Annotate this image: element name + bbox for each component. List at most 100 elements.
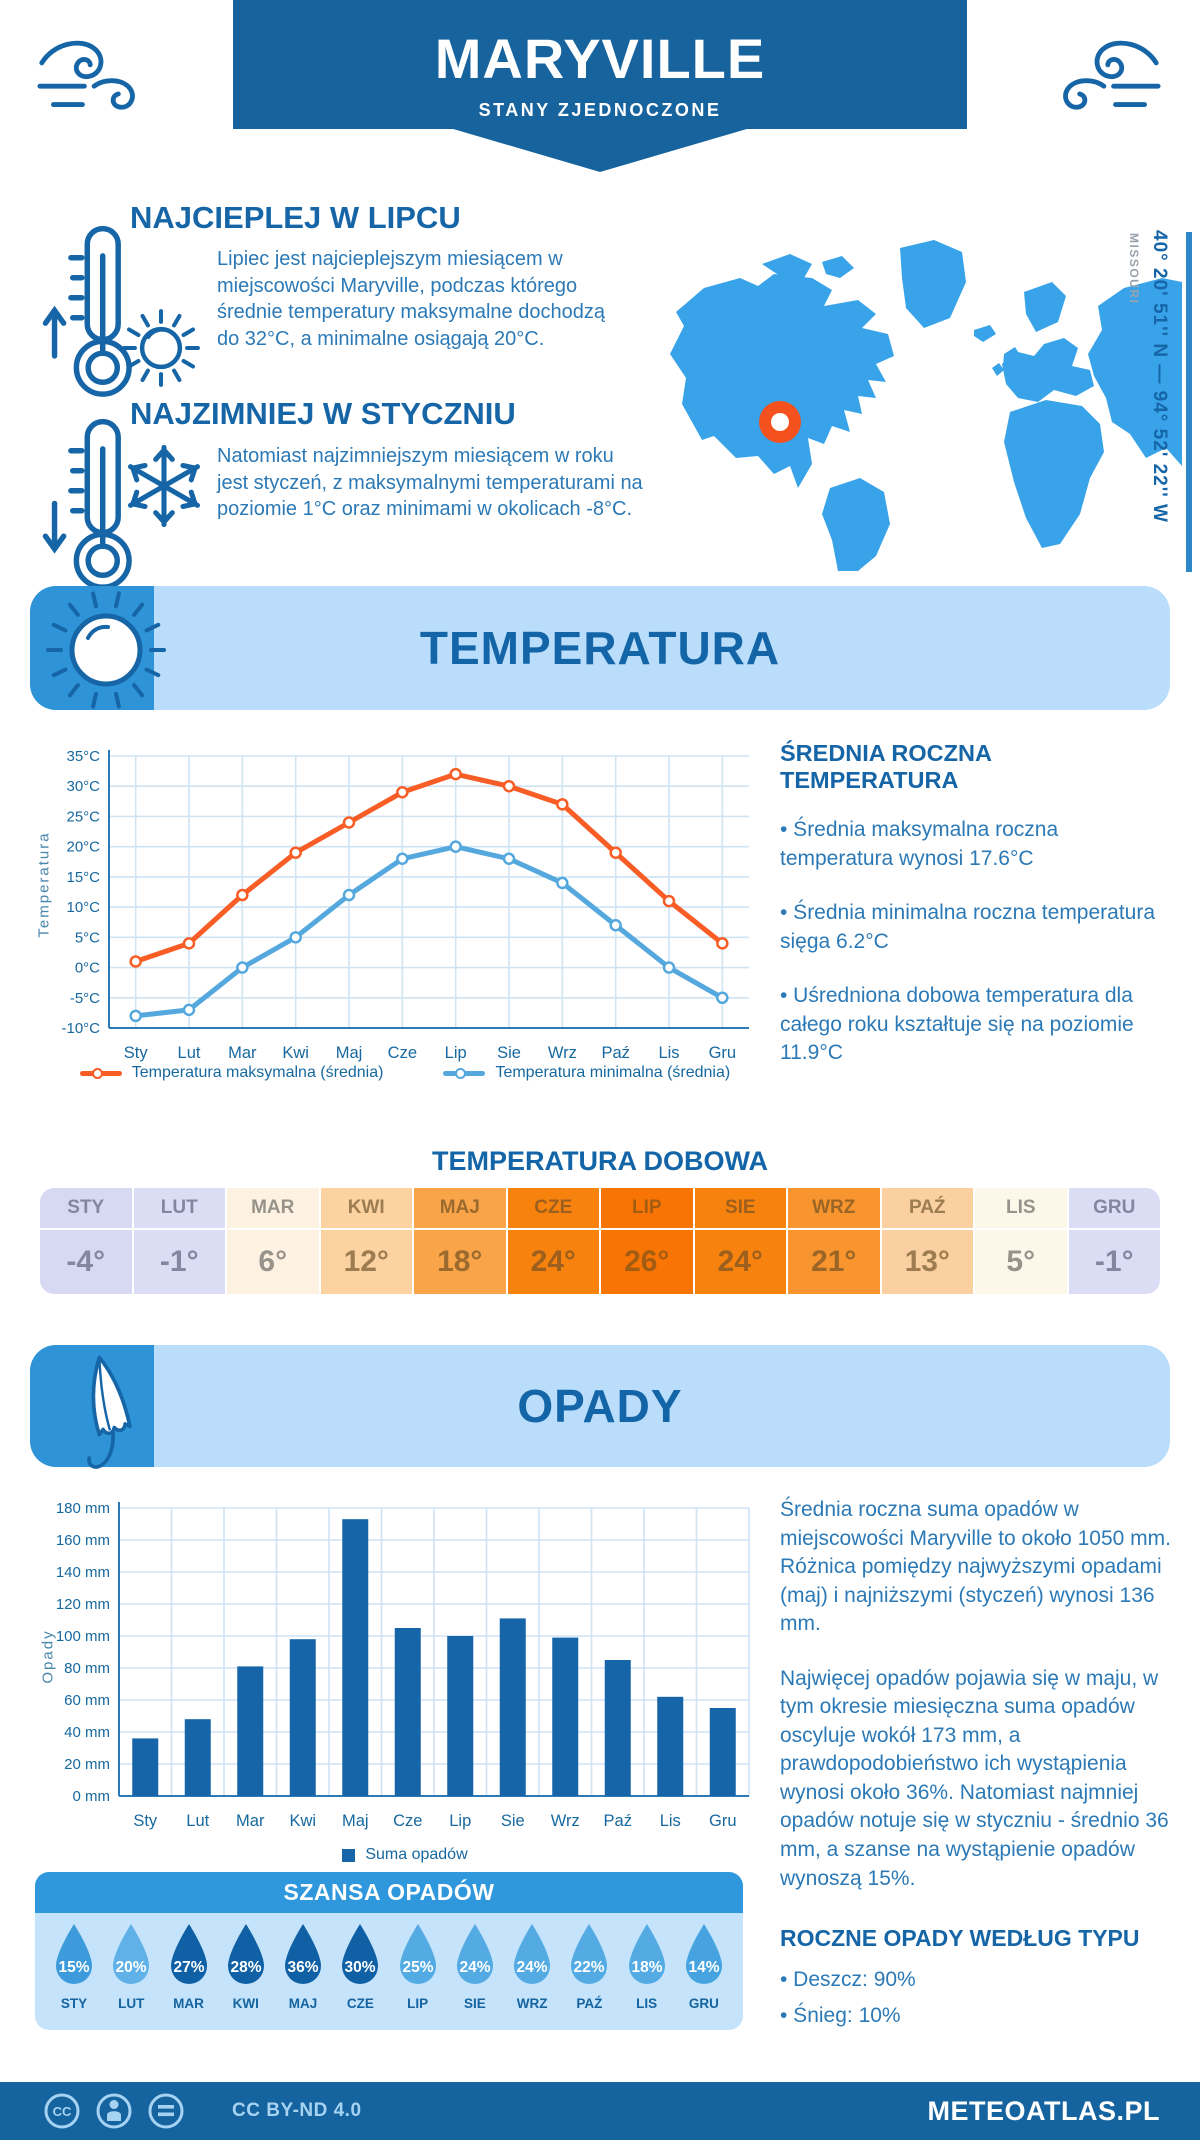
- chance-drop-item: 24% SIE: [448, 1922, 502, 2011]
- temperature-stat-bullet: • Średnia minimalna roczna temperatura s…: [780, 901, 1156, 953]
- svg-text:20°C: 20°C: [66, 839, 100, 856]
- license-label: CC BY-ND 4.0: [232, 2100, 362, 2121]
- location-marker: [759, 401, 801, 443]
- temperature-stat-bullet: • Uśredniona dobowa temperatura dla całe…: [780, 984, 1134, 1065]
- daily-cell-month: STY: [40, 1188, 132, 1230]
- svg-text:-10°C: -10°C: [61, 1020, 100, 1037]
- svg-text:25°C: 25°C: [66, 808, 100, 825]
- daily-cell-month: MAJ: [414, 1188, 506, 1230]
- temperature-stats-heading: ŚREDNIA ROCZNA TEMPERATURA: [780, 740, 992, 793]
- map-coordinates: 40° 20' 51'' N — 94° 52' 22'' W: [1149, 230, 1170, 523]
- daily-cell-month: GRU: [1068, 1188, 1160, 1230]
- svg-text:15°C: 15°C: [66, 869, 100, 886]
- sun-banner-icon: [46, 591, 166, 709]
- svg-text:140 mm: 140 mm: [56, 1564, 110, 1581]
- legend-line-swatch: [79, 1067, 122, 1079]
- snowflake-icon: [128, 444, 200, 528]
- svg-text:27%: 27%: [173, 1959, 204, 1976]
- water-drop-icon: 28%: [227, 1924, 264, 1984]
- site-brand: METEOATLAS.PL: [927, 2095, 1160, 2126]
- daily-temperature-cell: SIE 24°: [694, 1188, 786, 1294]
- cold-text: Natomiast najzimniejszym miesiącem w rok…: [217, 445, 643, 521]
- sun-icon: [122, 309, 200, 387]
- svg-text:28%: 28%: [230, 1959, 261, 1976]
- svg-text:Lis: Lis: [658, 1044, 679, 1062]
- daily-cell-month: WRZ: [788, 1188, 880, 1230]
- wind-icon-right: [1063, 40, 1161, 110]
- chance-drop-item: 15% STY: [47, 1922, 101, 2011]
- map-region-label: MISSOURI: [1127, 233, 1141, 305]
- svg-text:0 mm: 0 mm: [73, 1788, 111, 1805]
- chance-drop-month: MAR: [173, 1996, 204, 2011]
- svg-text:0°C: 0°C: [75, 960, 100, 977]
- svg-text:180 mm: 180 mm: [56, 1500, 110, 1517]
- daily-cell-value: 26°: [624, 1245, 670, 1278]
- daily-cell-value: 24°: [530, 1245, 576, 1278]
- svg-text:30%: 30%: [345, 1959, 376, 1976]
- water-drop-icon: 36%: [285, 1924, 322, 1984]
- precipitation-type-rain: • Deszcz: 90%: [780, 1968, 916, 1992]
- thermometer-cold-icon: [42, 418, 132, 590]
- legend-line-swatch: [443, 1067, 486, 1079]
- daily-cell-month: LIP: [601, 1188, 693, 1230]
- precipitation-chart-legend: Suma opadów: [55, 1846, 755, 1864]
- svg-text:100 mm: 100 mm: [56, 1628, 110, 1645]
- svg-text:10°C: 10°C: [66, 899, 100, 916]
- precipitation-bar-chart: 0 mm 20 mm 40 mm 60 mm 80 mm 100 mm 120 mm 140 …: [56, 1500, 750, 1830]
- water-drop-icon: 27%: [170, 1924, 207, 1984]
- water-drop-icon: 24%: [514, 1924, 551, 1984]
- svg-text:Sty: Sty: [133, 1812, 158, 1830]
- umbrella-icon: [87, 1355, 132, 1469]
- chance-drop-item: 25% LIP: [391, 1922, 445, 2011]
- temperature-line-chart: -10°C -5°C 0°C 5°C 10°C 15°C 20°C 25°C 30°C 35°C S…: [61, 748, 749, 1062]
- daily-cell-value: 24°: [717, 1245, 763, 1278]
- water-drop-icon: 18%: [628, 1924, 665, 1984]
- wind-icon-left: [37, 40, 135, 110]
- chance-drop-item: 28% KWI: [219, 1922, 273, 2011]
- temperature-stats: ŚREDNIA ROCZNA TEMPERATURA • Średnia mak…: [780, 740, 1174, 1094]
- legend-item: Temperatura maksymalna (średnia): [79, 1064, 383, 1082]
- svg-text:Gru: Gru: [709, 1812, 737, 1830]
- precipitation-chance-box: SZANSA OPADÓW 15% STY 20% LUT 27% MAR 28% KWI 36…: [35, 1872, 743, 2030]
- precipitation-type-snow: • Śnieg: 10%: [780, 2004, 901, 2028]
- daily-temperature-cell: LUT -1°: [133, 1188, 225, 1294]
- page-title: MARYVILLE: [434, 27, 766, 90]
- svg-text:Sie: Sie: [497, 1044, 521, 1062]
- temperature-banner: TEMPERATURA: [30, 586, 1170, 710]
- daily-temperature-cell: PAŹ 13°: [881, 1188, 973, 1294]
- chance-drop-month: STY: [60, 1996, 88, 2011]
- daily-cell-value: 21°: [811, 1245, 857, 1278]
- water-drop-icon: 20%: [113, 1924, 150, 1984]
- svg-text:Lis: Lis: [660, 1812, 681, 1830]
- daily-cell-month: LUT: [133, 1188, 225, 1230]
- cold-heading: NAJZIMNIEJ W STYCZNIU: [130, 396, 516, 431]
- legend-item: Suma opadów: [342, 1846, 468, 1864]
- svg-text:36%: 36%: [288, 1959, 319, 1976]
- svg-text:-5°C: -5°C: [70, 990, 100, 1007]
- header-ribbon: MARYVILLE STANY ZJEDNOCZONE: [233, 0, 967, 172]
- daily-temperature-cell: STY -4°: [40, 1188, 132, 1294]
- precipitation-chance-title: SZANSA OPADÓW: [35, 1872, 743, 1913]
- daily-temperature-cell: MAJ 18°: [414, 1188, 506, 1294]
- daily-cell-value: 5°: [1006, 1245, 1036, 1278]
- precipitation-text: Średnia roczna suma opadów w miejscowośc…: [780, 1496, 1180, 2040]
- svg-text:Lip: Lip: [449, 1812, 471, 1830]
- daily-cell-value: 6°: [258, 1245, 288, 1278]
- precipitation-section-title: OPADY: [517, 1380, 683, 1432]
- daily-temperature-title: TEMPERATURA DOBOWA: [432, 1146, 768, 1176]
- svg-text:Wrz: Wrz: [551, 1812, 580, 1830]
- svg-text:Maj: Maj: [342, 1812, 369, 1830]
- daily-temperature-cell: LIP 26°: [601, 1188, 693, 1294]
- chance-drop-item: 22% PAŹ: [562, 1922, 616, 2011]
- chance-drop-month: MAJ: [288, 1996, 318, 2011]
- svg-text:24%: 24%: [517, 1959, 548, 1976]
- water-drop-icon: 30%: [342, 1924, 379, 1984]
- svg-text:Paź: Paź: [604, 1812, 632, 1830]
- daily-cell-value: 12°: [343, 1245, 389, 1278]
- footer: CC CC BY-ND 4.0 METEOATLAS.PL: [0, 2082, 1200, 2140]
- chance-drop-item: 20% LUT: [104, 1922, 158, 2011]
- svg-text:24%: 24%: [459, 1959, 490, 1976]
- chance-drop-month: PAŹ: [576, 1996, 603, 2011]
- svg-text:Kwi: Kwi: [289, 1812, 316, 1830]
